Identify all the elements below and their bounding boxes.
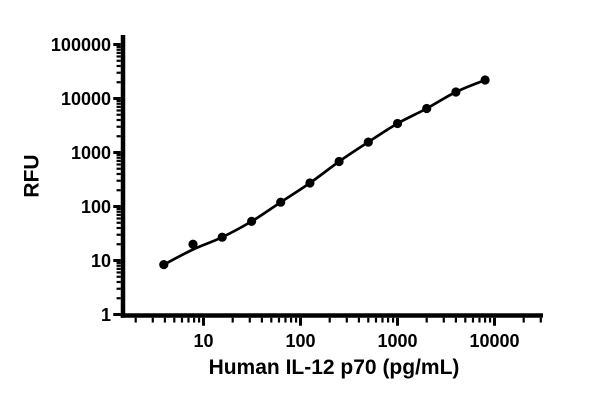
data-point [188, 239, 198, 249]
data-point [334, 156, 344, 167]
y-tick-label: 100000 [51, 35, 111, 55]
y-tick-label: 1000 [71, 143, 111, 163]
ticks-layer [113, 43, 542, 326]
fit-curve [162, 78, 487, 266]
data-point [217, 232, 227, 242]
data-point [305, 178, 315, 188]
y-tick-label: 1 [101, 305, 111, 325]
data-point [392, 118, 403, 129]
data-point [276, 197, 286, 207]
y-tick-label: 10000 [61, 89, 111, 109]
data-point [159, 260, 169, 270]
x-axis-title: Human IL-12 p70 (pg/mL) [209, 356, 460, 379]
data-point [480, 75, 490, 85]
x-tick-label: 100 [285, 331, 315, 351]
x-tick-label: 10 [193, 331, 213, 351]
data-point [247, 216, 257, 226]
x-tick-label: 10000 [469, 331, 519, 351]
data-point [451, 87, 461, 97]
y-axis-title: RFU [21, 154, 44, 197]
y-tick-label: 10 [91, 251, 111, 271]
tick-labels-layer: 10 100 1000 10000 1 10 100 1000 10000 100000 [51, 35, 520, 351]
series-layer [159, 75, 490, 270]
x-tick-label: 1000 [377, 331, 417, 351]
axes-layer [120, 35, 543, 318]
data-point [363, 137, 373, 147]
data-point [422, 103, 432, 114]
y-tick-label: 100 [81, 197, 111, 217]
